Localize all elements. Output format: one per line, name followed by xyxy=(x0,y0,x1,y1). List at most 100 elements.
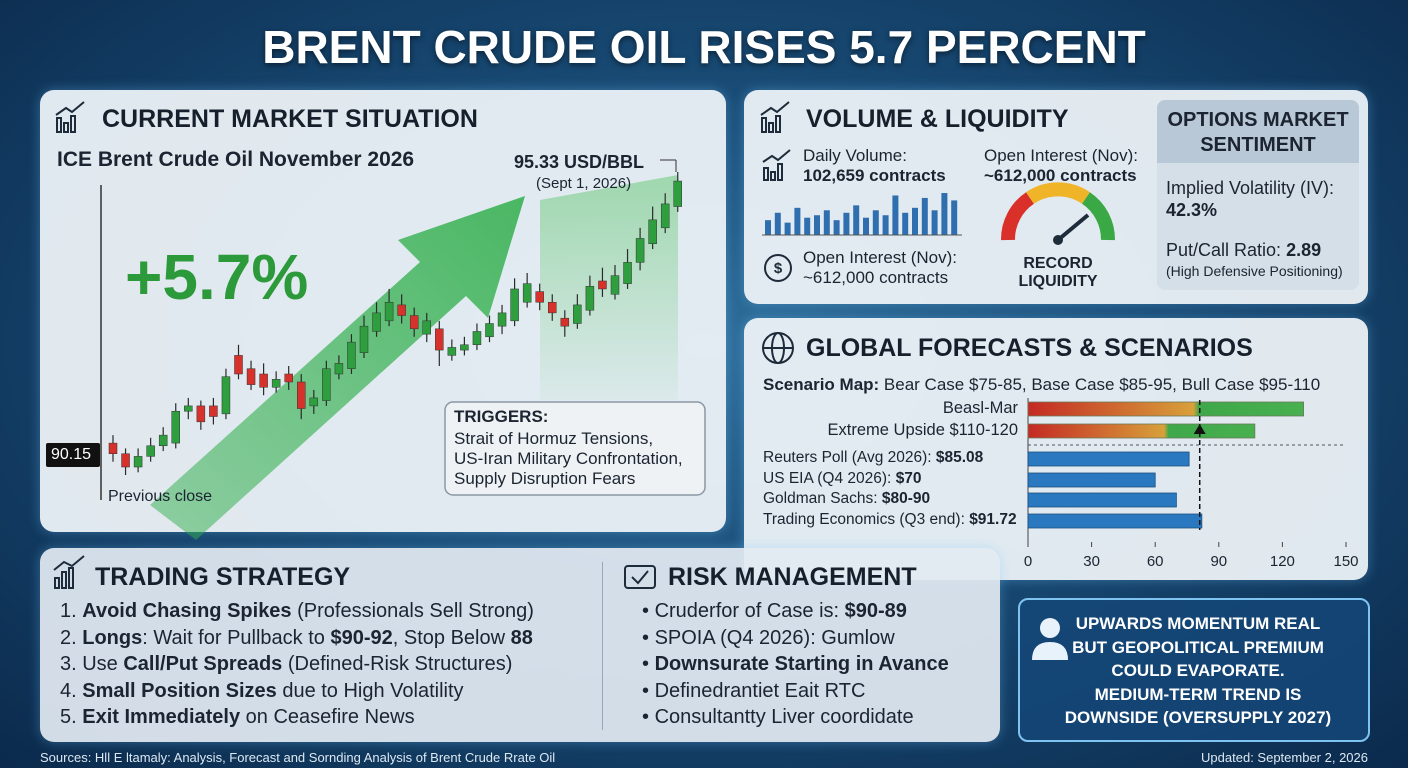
text-segment: $80-90 xyxy=(881,490,931,507)
bullet: • xyxy=(642,653,655,675)
last-date: (Sept 1, 2026) xyxy=(536,175,632,192)
x-tick-label: 90 xyxy=(1210,553,1227,570)
volume-bar xyxy=(853,205,860,235)
candle-body xyxy=(422,320,431,335)
outlook-box xyxy=(1018,598,1370,742)
forecast-bar xyxy=(1027,513,1203,529)
candle-body xyxy=(435,328,444,351)
text-segment: 2. xyxy=(60,626,83,649)
chart-icon xyxy=(53,101,794,589)
candle-body xyxy=(384,301,394,322)
candle-body xyxy=(573,304,582,324)
x-tick-label: 150 xyxy=(1333,553,1358,570)
candle-body xyxy=(347,341,356,369)
strategy-item: 5. Exit Immediately on Ceasefire News xyxy=(60,706,415,729)
candle-body xyxy=(271,379,281,388)
candle-body xyxy=(158,434,168,447)
options-note: (High Defensive Positioning) xyxy=(1166,263,1343,279)
forecast-bar xyxy=(1027,492,1177,508)
volume-bar xyxy=(765,220,771,235)
candle-body xyxy=(196,405,206,423)
candle-body xyxy=(372,312,381,332)
bullet: • xyxy=(642,626,655,649)
text-segment: (Defined-Risk Structures) xyxy=(282,653,513,675)
candle-body xyxy=(472,331,482,346)
x-tick-label: 30 xyxy=(1083,553,1100,570)
candle-body xyxy=(359,325,369,353)
forecast-bar xyxy=(1027,451,1190,467)
text-segment: Bear Case $75-85, Base Case $85-95, Bull… xyxy=(879,375,1321,394)
instrument: ICE Brent Crude Oil November 2026 xyxy=(57,148,415,171)
prev-close: 90.15 xyxy=(51,446,92,463)
options-label: Put/Call Ratio: xyxy=(1166,240,1282,260)
forecast-bar xyxy=(1027,423,1256,439)
options-pc: Put/Call Ratio: 2.89 xyxy=(1166,240,1321,261)
outlook-line: DOWNSIDE (OVERSUPPLY 2027) xyxy=(1064,708,1332,727)
triggers-heading: TRIGGERS: xyxy=(454,407,549,426)
stat-value: ~612,000 contracts xyxy=(803,268,949,287)
forecast-bar xyxy=(1027,401,1305,417)
x-tick-label: 120 xyxy=(1270,553,1295,570)
marker-arrow xyxy=(1193,424,1206,434)
volume-bar xyxy=(951,200,958,235)
candle-body xyxy=(108,442,118,454)
candle-body xyxy=(397,304,406,316)
dollar-icon: $ xyxy=(774,260,783,277)
text-segment: US EIA (Q4 2026): xyxy=(763,470,896,487)
volume-bar xyxy=(814,215,820,235)
outlook-text: UPWARDS MOMENTUM REAL BUT GEOPOLITICAL PR… xyxy=(1030,612,1366,730)
candle-body xyxy=(510,288,519,322)
candle-body xyxy=(146,445,155,457)
text-segment: $91.72 xyxy=(969,511,1017,528)
volume-bar xyxy=(804,217,811,235)
volume-bar xyxy=(774,212,781,235)
volume-bar xyxy=(912,207,918,235)
volume-bar xyxy=(902,212,909,235)
volume-bar xyxy=(843,212,850,235)
trigger-item: US-Iran Military Confrontation, xyxy=(454,449,683,468)
text-segment: 5. xyxy=(60,706,83,728)
candle-body xyxy=(673,180,682,207)
candle-body xyxy=(648,219,657,245)
risk-item: • Downsurate Starting in Avance xyxy=(642,653,949,676)
outlook-line: COULD EVAPORATE. xyxy=(1111,661,1285,680)
text-segment: (Professionals Sell Strong) xyxy=(291,600,534,622)
forecast-label: US EIA (Q4 2026): $70 xyxy=(763,470,922,488)
text-segment: Consultantty Liver coordidate xyxy=(654,706,914,728)
risk-item: • Cruderfor of Case is: $90-89 xyxy=(642,600,907,623)
trigger-item: Strait of Hormuz Tensions, xyxy=(454,429,654,448)
last-price: 95.33 USD/BBL xyxy=(514,152,645,172)
stat-value: 102,659 contracts xyxy=(803,166,946,185)
candle-body xyxy=(259,373,268,388)
candle-body xyxy=(460,344,469,351)
scenario-map: Scenario Map: Bear Case $75-85, Base Cas… xyxy=(763,375,1320,395)
volume-bar xyxy=(784,222,791,235)
text-segment: 4. xyxy=(60,679,83,702)
risk-item: • Definedrantiet Eait RTC xyxy=(642,680,865,703)
text-segment: 3. Use xyxy=(60,653,124,675)
text-segment: Longs xyxy=(82,626,143,649)
candle-body xyxy=(322,368,331,401)
area-glow xyxy=(540,175,678,400)
candle-body xyxy=(497,312,507,327)
text-segment: Cruderfor of Case is: xyxy=(654,600,845,622)
text-segment: 88 xyxy=(510,626,533,649)
text-segment: : Wait for Pullback to xyxy=(142,626,331,649)
text-segment: Downsurate Starting in Avance xyxy=(654,653,949,675)
text-segment: Trading Economics (Q3 end): xyxy=(763,511,970,528)
risk-text: Definedrantiet Eait RTC xyxy=(655,680,866,702)
section-heading: TRADING STRATEGY xyxy=(95,563,351,591)
text-segment: 1. xyxy=(60,600,83,622)
volume-bar xyxy=(823,210,830,235)
text-segment: $70 xyxy=(895,470,922,487)
text-segment: Small Position Sizes xyxy=(82,679,277,702)
candle-body xyxy=(635,238,645,263)
text-segment: , Stop Below xyxy=(392,626,511,649)
candle-body xyxy=(234,355,243,375)
forecast-label: Goldman Sachs: $80-90 xyxy=(763,490,930,508)
forecast-label: Beasl-Mar xyxy=(943,399,1018,418)
person-icon xyxy=(1032,618,1068,660)
text-segment: Call/Put Spreads xyxy=(123,653,283,675)
candle-body xyxy=(309,397,319,407)
outlook-line: MEDIUM-TERM TREND IS xyxy=(1094,684,1302,704)
